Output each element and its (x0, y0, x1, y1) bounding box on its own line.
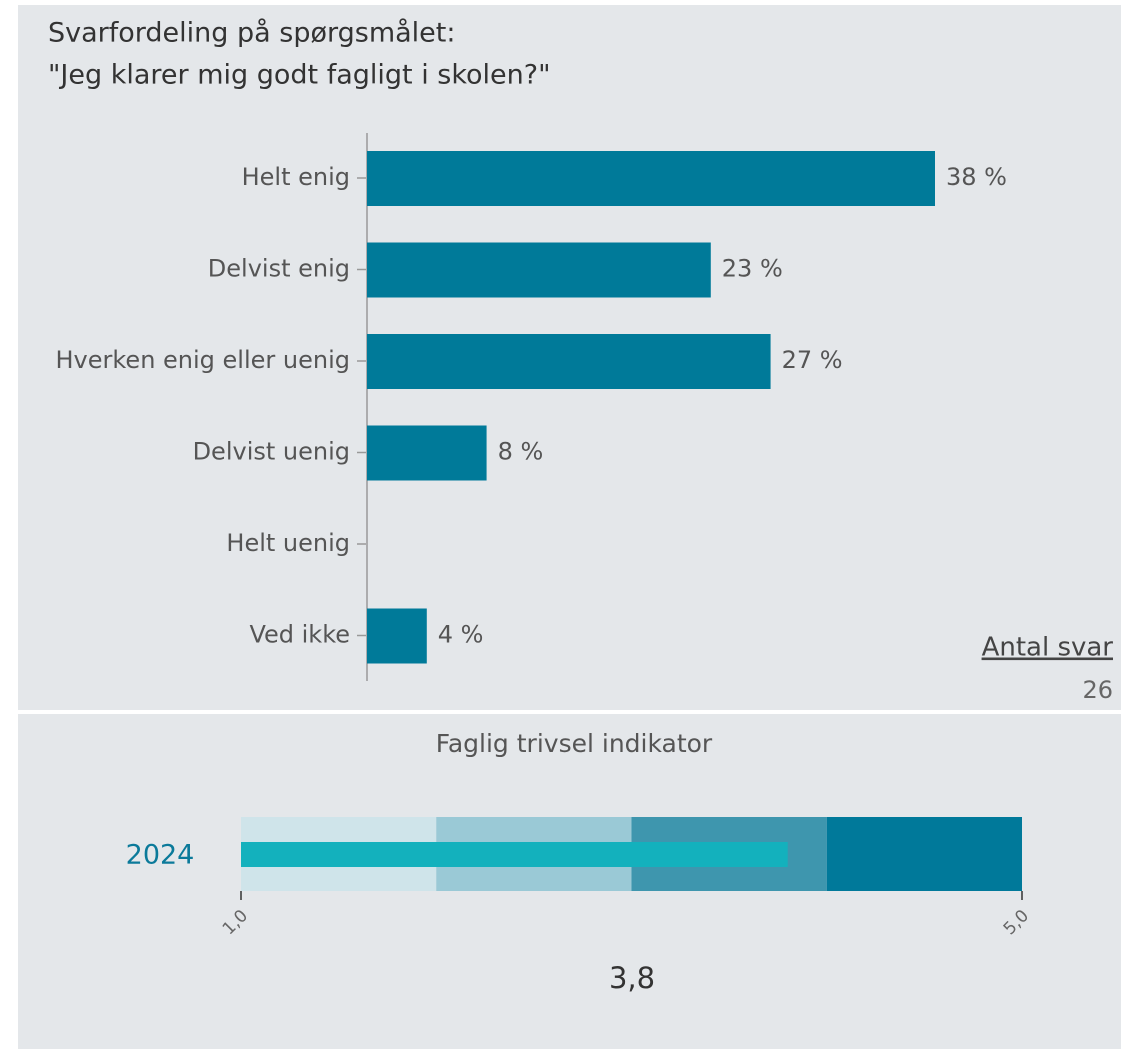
value-label: 4 % (438, 621, 484, 649)
count-label: Antal svar (982, 633, 1114, 663)
value-label: 23 % (722, 255, 783, 283)
bar (367, 425, 487, 481)
bar (367, 242, 711, 298)
y-tick-label: Delvist enig (208, 255, 350, 283)
bar (367, 608, 427, 664)
y-tick-label: Hverken enig eller uenig (56, 346, 351, 374)
chart-title: "Jeg klarer mig godt fagligt i skolen?" (48, 60, 551, 91)
value-label: 27 % (782, 346, 843, 374)
bar (367, 151, 935, 206)
chart-title: Svarfordeling på spørgsmålet: (48, 18, 455, 49)
y-tick-label: Helt enig (242, 163, 350, 191)
y-tick-label: Ved ikke (249, 621, 350, 649)
value-label: 38 % (946, 163, 1007, 191)
value-label: 3,8 (609, 961, 655, 995)
bar (367, 334, 771, 389)
value-bar (241, 842, 788, 867)
y-tick-label: Helt uenig (226, 529, 350, 557)
band (826, 817, 1022, 891)
value-label: 8 % (498, 438, 544, 466)
count-value: 26 (1082, 676, 1113, 704)
y-tick-label: Delvist uenig (193, 438, 350, 466)
category-label: 2024 (126, 840, 195, 871)
bullet-title: Faglig trivsel indikator (436, 729, 713, 758)
